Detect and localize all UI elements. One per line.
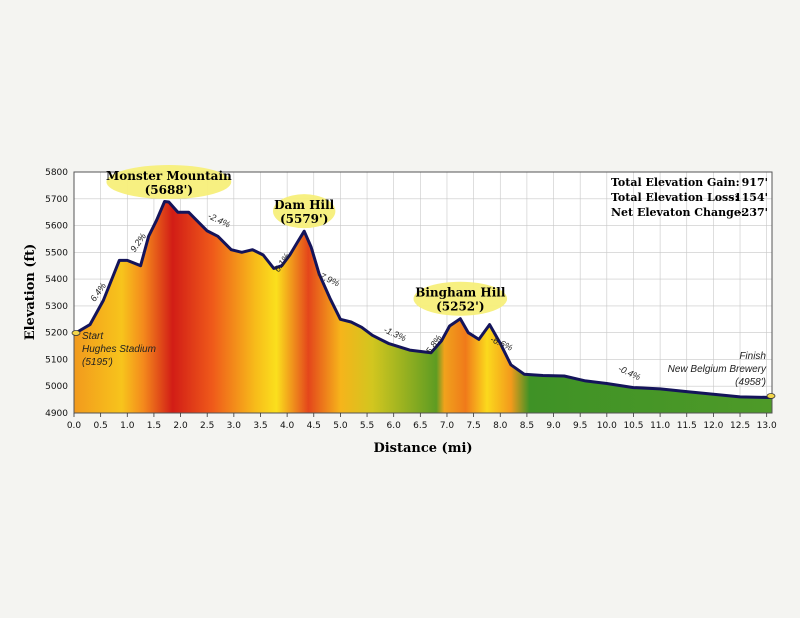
x-tick-label: 10.0 xyxy=(597,421,617,431)
finish-label: Finish xyxy=(739,351,766,362)
stat-net-label: Net Elevaton Change: xyxy=(611,206,745,219)
stat-loss-value: -1154' xyxy=(729,191,768,204)
x-tick-label: 8.0 xyxy=(493,421,508,431)
y-tick-label: 5300 xyxy=(45,302,68,312)
x-tick-label: 2.0 xyxy=(173,421,188,431)
x-tick-label: 0.0 xyxy=(67,421,82,431)
x-tick-label: 10.5 xyxy=(623,421,643,431)
peak-callout: Bingham Hill(5252') xyxy=(413,281,508,316)
x-tick-label: 6.5 xyxy=(413,421,427,431)
x-tick-label: 5.5 xyxy=(360,421,374,431)
stat-gain-value: 917' xyxy=(742,176,768,189)
elevation-line xyxy=(73,200,773,399)
peak-callout: Monster Mountain(5688') xyxy=(106,164,232,199)
stat-net-value: -237' xyxy=(737,206,768,219)
finish-place: New Belgium Brewery xyxy=(668,364,767,375)
peak-elevation: (5579') xyxy=(280,212,328,226)
y-tick-label: 5400 xyxy=(45,275,68,285)
start-elevation: (5195') xyxy=(82,357,113,368)
finish-marker xyxy=(766,393,776,399)
plot-frame xyxy=(73,171,773,414)
peak-callout-bubble xyxy=(106,164,232,199)
x-tick-label: 2.5 xyxy=(200,421,214,431)
y-tick-label: 5000 xyxy=(45,382,68,392)
peak-name: Bingham Hill xyxy=(415,286,506,300)
peak-callout-bubble xyxy=(413,281,508,316)
x-tick-label: 12.0 xyxy=(703,421,723,431)
peak-elevation: (5252') xyxy=(436,300,484,314)
start-place: Hughes Stadium xyxy=(82,344,156,355)
elevation-area xyxy=(74,201,772,413)
y-tick-label: 5700 xyxy=(45,195,68,205)
y-tick-label: 5500 xyxy=(45,248,68,258)
x-tick-label: 7.0 xyxy=(440,421,455,431)
x-tick-label: 3.0 xyxy=(227,421,242,431)
y-tick-label: 5600 xyxy=(45,222,68,232)
x-tick-label: 12.5 xyxy=(730,421,750,431)
x-tick-label: 0.5 xyxy=(93,421,107,431)
x-tick-label: 1.0 xyxy=(120,421,135,431)
y-tick-labels: 4900 5000 5100 5200 5300 5400 5500 5600 5700 5800 xyxy=(45,168,68,419)
start-label: Start xyxy=(82,331,104,342)
x-tick-label: 8.5 xyxy=(520,421,534,431)
x-tick-label: 11.0 xyxy=(650,421,670,431)
stat-gain-label: Total Elevation Gain: xyxy=(611,176,740,189)
x-tick-label: 5.0 xyxy=(333,421,348,431)
x-tick-label: 4.5 xyxy=(307,421,321,431)
peak-elevation: (5688') xyxy=(145,183,193,197)
x-tick-label: 1.5 xyxy=(147,421,161,431)
y-tick-label: 4900 xyxy=(45,409,68,419)
x-tick-label: 9.0 xyxy=(546,421,561,431)
y-tick-label: 5800 xyxy=(45,168,68,178)
peak-callouts: Monster Mountain(5688') Dam Hill(5579') Bi… xyxy=(106,164,508,316)
stat-loss-label: Total Elevation Loss: xyxy=(611,191,739,204)
x-tick-label: 6.0 xyxy=(387,421,402,431)
y-tick-label: 5200 xyxy=(45,329,68,339)
peak-callout-bubble xyxy=(272,194,336,229)
y-axis-title: Elevation (ft) xyxy=(23,244,38,341)
x-axis-title: Distance (mi) xyxy=(373,441,472,456)
elevation-stats: Total Elevation Gain: 917' Total Elevati… xyxy=(611,176,768,219)
x-tick-label: 9.5 xyxy=(573,421,587,431)
peak-name: Monster Mountain xyxy=(106,169,232,183)
start-marker xyxy=(71,330,81,336)
x-tick-labels: 0.0 0.5 1.0 1.5 2.0 2.5 3.0 3.5 4.0 4.5 5.0 5.5 6.0 6… xyxy=(67,413,777,431)
x-tick-label: 13.0 xyxy=(757,421,777,431)
x-tick-label: 11.5 xyxy=(677,421,697,431)
finish-elevation: (4958') xyxy=(735,377,766,388)
peak-callout: Dam Hill(5579') xyxy=(272,194,336,229)
y-tick-label: 5100 xyxy=(45,355,68,365)
x-tick-label: 7.5 xyxy=(466,421,480,431)
x-tick-label: 3.5 xyxy=(253,421,267,431)
x-tick-label: 4.0 xyxy=(280,421,295,431)
peak-name: Dam Hill xyxy=(274,198,335,212)
